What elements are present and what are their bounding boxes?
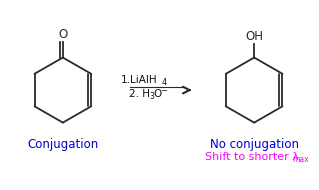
Text: 3: 3 — [150, 92, 154, 101]
Text: O: O — [153, 89, 162, 99]
Text: Conjugation: Conjugation — [27, 138, 99, 151]
Text: 1.LiAlH: 1.LiAlH — [121, 75, 158, 85]
Text: max: max — [293, 155, 309, 164]
Text: Shift to shorter λ: Shift to shorter λ — [205, 152, 299, 162]
Text: No conjugation: No conjugation — [210, 138, 299, 151]
Text: 2. H: 2. H — [129, 89, 150, 99]
Text: 4: 4 — [161, 78, 167, 87]
Text: −: − — [160, 86, 167, 95]
Text: OH: OH — [245, 30, 263, 43]
Text: O: O — [58, 28, 68, 41]
